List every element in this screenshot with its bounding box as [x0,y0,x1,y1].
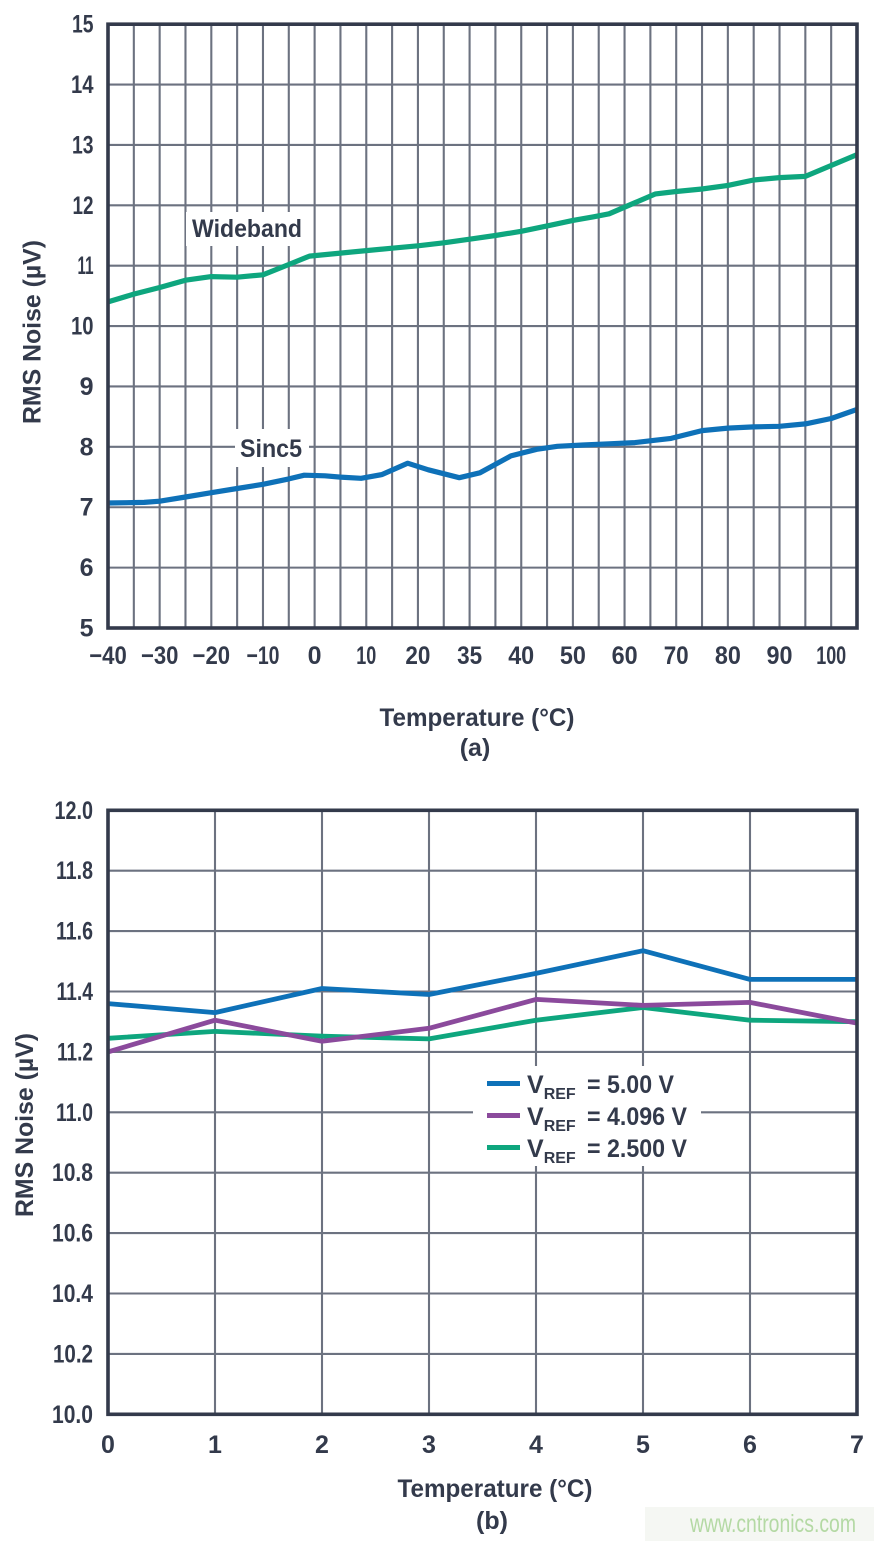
svg-text:11.4: 11.4 [57,978,94,1006]
svg-text:10: 10 [356,642,376,670]
svg-text:−10: −10 [247,642,280,670]
svg-text:7: 7 [80,494,94,522]
svg-text:60: 60 [612,642,638,670]
svg-text:www.cntronics.com: www.cntronics.com [689,1510,856,1538]
svg-text:11: 11 [78,252,94,280]
svg-text:= 5.00 V: = 5.00 V [587,1071,674,1099]
svg-text:50: 50 [560,642,586,670]
svg-text:Wideband: Wideband [192,215,302,243]
svg-text:RMS Noise (µV): RMS Noise (µV) [19,240,47,424]
svg-text:15: 15 [72,11,94,39]
svg-text:(a): (a) [460,734,491,762]
svg-text:3: 3 [422,1431,436,1459]
svg-text:80: 80 [715,642,741,670]
svg-text:2: 2 [315,1431,329,1459]
svg-text:6: 6 [743,1431,757,1459]
svg-text:10.8: 10.8 [52,1159,93,1187]
svg-text:35: 35 [457,642,482,670]
svg-text:10.6: 10.6 [52,1220,93,1248]
svg-text:10.2: 10.2 [53,1340,93,1368]
svg-text:14: 14 [71,71,94,99]
svg-text:11.2: 11.2 [57,1038,93,1066]
svg-text:7: 7 [850,1431,864,1459]
svg-text:(b): (b) [476,1507,508,1535]
svg-text:9: 9 [80,373,94,401]
svg-text:12: 12 [73,192,94,220]
svg-text:10.4: 10.4 [52,1280,93,1308]
svg-text:11.0: 11.0 [56,1099,93,1127]
svg-text:5: 5 [636,1431,650,1459]
svg-text:90: 90 [767,642,793,670]
svg-text:Sinc5: Sinc5 [240,435,302,463]
svg-text:20: 20 [405,642,430,670]
svg-text:5: 5 [80,615,94,643]
svg-text:1: 1 [208,1431,222,1459]
svg-text:100: 100 [816,642,846,670]
svg-text:−20: −20 [193,642,231,670]
svg-text:4: 4 [529,1431,543,1459]
svg-text:= 2.500 V: = 2.500 V [587,1135,687,1163]
svg-text:Temperature (°C): Temperature (°C) [380,704,575,732]
svg-text:10.0: 10.0 [52,1401,93,1429]
svg-text:12.0: 12.0 [55,797,94,825]
svg-text:8: 8 [80,433,94,461]
svg-text:RMS Noise (µV): RMS Noise (µV) [11,1033,39,1217]
svg-text:70: 70 [664,642,689,670]
svg-text:6: 6 [80,554,94,582]
svg-text:= 4.096 V: = 4.096 V [587,1103,687,1131]
svg-text:−30: −30 [141,642,179,670]
svg-text:11.6: 11.6 [56,918,93,946]
svg-text:Temperature (°C): Temperature (°C) [398,1475,593,1503]
svg-text:−40: −40 [89,642,127,670]
svg-text:0: 0 [308,642,322,670]
svg-text:13: 13 [72,132,94,160]
svg-text:10: 10 [71,313,94,341]
svg-text:11.8: 11.8 [56,857,93,885]
svg-text:0: 0 [101,1431,115,1459]
svg-text:40: 40 [508,642,534,670]
